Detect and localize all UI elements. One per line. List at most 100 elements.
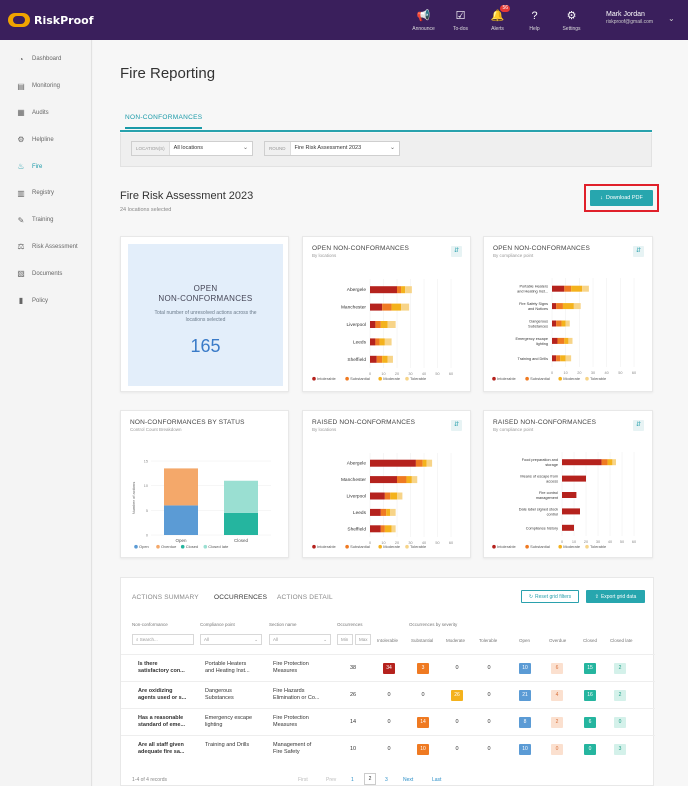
bar-tolerable[interactable]: [387, 355, 393, 363]
bar-closed-late[interactable]: [224, 480, 258, 513]
bar-moderate[interactable]: [571, 285, 583, 292]
bar-substantial[interactable]: [380, 508, 387, 516]
app-logo[interactable]: RiskProof: [8, 13, 94, 27]
reset-grid-filters-button[interactable]: ↻ Reset grid filters: [521, 590, 579, 603]
expand-icon[interactable]: ⇵: [633, 420, 644, 431]
bar-tolerable[interactable]: [582, 285, 589, 292]
bar-moderate[interactable]: [386, 508, 391, 516]
col-header-occurrences[interactable]: Occurrences: [337, 622, 363, 627]
bar-intolerable[interactable]: [370, 476, 397, 484]
bar-substantial[interactable]: [557, 337, 565, 344]
table-row[interactable]: Are oxidizing agents used or s... Dangerou…: [121, 681, 655, 708]
table-row[interactable]: Are all staff given adequate fire sa... Tr…: [121, 735, 655, 762]
bar-tolerable[interactable]: [411, 476, 418, 484]
pagination-page-1[interactable]: 1: [351, 777, 354, 783]
bar-substantial[interactable]: [397, 286, 402, 294]
bar-intolerable[interactable]: [370, 321, 376, 328]
bar-intolerable[interactable]: [370, 525, 381, 533]
pagination-page-current[interactable]: 2: [364, 773, 376, 785]
col-header-overdue[interactable]: Overdue: [549, 638, 567, 643]
bar-moderate[interactable]: [384, 525, 392, 533]
bar-tolerable[interactable]: [387, 321, 396, 328]
col-header-open[interactable]: Open: [519, 638, 531, 643]
nc-search-input[interactable]: ⌕ Search...: [132, 634, 194, 645]
sidebar-item-dashboard[interactable]: ◔ Dashboard: [0, 46, 91, 73]
pagination-page-3[interactable]: 3: [385, 777, 388, 783]
bar-intolerable[interactable]: [552, 337, 558, 344]
tab-actions-detail[interactable]: ACTIONS DETAIL: [277, 594, 333, 601]
tab-occurrences[interactable]: OCCURRENCES: [214, 594, 268, 601]
pagination-last[interactable]: Last: [432, 777, 442, 783]
sidebar-item-audits[interactable]: ▦ Audits: [0, 100, 91, 127]
bar-substantial[interactable]: [375, 321, 381, 328]
bar-substantial[interactable]: [556, 355, 561, 362]
pagination-prev[interactable]: Prev: [326, 777, 337, 783]
bar-moderate[interactable]: [401, 286, 406, 294]
col-header-moderate[interactable]: Moderate: [446, 638, 466, 643]
bar-intolerable[interactable]: [552, 320, 557, 327]
bar-moderate[interactable]: [560, 355, 566, 362]
bar-substantial[interactable]: [415, 459, 423, 467]
col-header-cp[interactable]: Compliance point: [200, 622, 235, 627]
bar-intolerable[interactable]: [552, 285, 565, 292]
sidebar-item-fire[interactable]: ♨ Fire: [0, 153, 91, 180]
bar-moderate[interactable]: [390, 492, 397, 500]
cp-filter-select[interactable]: All ⌄: [200, 634, 262, 645]
round-select[interactable]: ROUND Fire Risk Assessment 2023 ⌄: [264, 141, 400, 156]
bar-tolerable[interactable]: [390, 508, 396, 516]
bar-substantial[interactable]: [556, 320, 562, 327]
sidebar-item-helpline[interactable]: ⚙ Helpline: [0, 126, 91, 153]
tab-non-conformances[interactable]: NON-CONFORMANCES: [125, 114, 203, 129]
col-header-substantial[interactable]: Substantial: [411, 638, 434, 643]
bar-moderate[interactable]: [562, 303, 574, 310]
pagination-first[interactable]: First: [298, 777, 308, 783]
col-header-sn[interactable]: Section name: [269, 622, 297, 627]
bar-open[interactable]: [164, 505, 198, 535]
tab-actions-summary[interactable]: ACTIONS SUMMARY: [132, 594, 199, 601]
topnav-to-dos[interactable]: ☑ To-dos: [442, 0, 479, 40]
bar-tolerable[interactable]: [612, 459, 616, 466]
bar-moderate[interactable]: [607, 459, 613, 466]
topnav-announce[interactable]: 📢 Announce: [405, 0, 442, 40]
col-header-tolerable[interactable]: Tolerable: [479, 638, 498, 643]
occ-min-input[interactable]: Min: [337, 634, 353, 645]
sidebar-item-policy[interactable]: ▮ Policy: [0, 287, 91, 314]
bar-substantial[interactable]: [380, 525, 385, 533]
bar-intolerable[interactable]: [562, 508, 580, 515]
expand-icon[interactable]: ⇵: [633, 246, 644, 257]
sidebar-item-monitoring[interactable]: ▤ Monitoring: [0, 73, 91, 100]
bar-moderate[interactable]: [380, 321, 388, 328]
expand-icon[interactable]: ⇵: [451, 246, 462, 257]
occ-max-input[interactable]: Max: [355, 634, 371, 645]
bar-tolerable[interactable]: [573, 303, 581, 310]
bar-substantial[interactable]: [556, 303, 563, 310]
bar-tolerable[interactable]: [397, 492, 403, 500]
bar-overdue[interactable]: [164, 468, 198, 506]
bar-tolerable[interactable]: [384, 338, 392, 346]
topnav-settings[interactable]: ⚙ Settings: [553, 0, 590, 40]
bar-moderate[interactable]: [406, 476, 412, 484]
bar-tolerable[interactable]: [568, 337, 573, 344]
sidebar-item-documents[interactable]: ▧ Documents: [0, 260, 91, 287]
bar-tolerable[interactable]: [565, 355, 572, 362]
bar-tolerable[interactable]: [565, 320, 570, 327]
bar-moderate[interactable]: [391, 303, 402, 311]
bar-moderate[interactable]: [382, 355, 388, 363]
col-header-intolerable[interactable]: Intolerable: [377, 638, 399, 643]
bar-intolerable[interactable]: [562, 524, 574, 531]
sidebar-item-registry[interactable]: ▥ Registry: [0, 180, 91, 207]
bar-moderate[interactable]: [422, 459, 427, 467]
bar-substantial[interactable]: [376, 355, 383, 363]
bar-intolerable[interactable]: [562, 459, 602, 466]
topnav-help[interactable]: ? Help: [516, 0, 553, 40]
col-header-nc[interactable]: Non-conformance: [132, 622, 168, 627]
bar-intolerable[interactable]: [562, 492, 577, 498]
location-select[interactable]: LOCATION(S) All locations ⌄: [131, 141, 253, 156]
table-row[interactable]: Has a reasonable standard of eme... Emerge…: [121, 708, 655, 735]
bar-intolerable[interactable]: [370, 355, 377, 363]
bar-tolerable[interactable]: [426, 459, 433, 467]
bar-substantial[interactable]: [601, 459, 608, 466]
bar-closed[interactable]: [224, 512, 258, 535]
sidebar-item-risk-assessment[interactable]: ⚖ Risk Assessment: [0, 234, 91, 261]
bar-intolerable[interactable]: [370, 303, 383, 311]
